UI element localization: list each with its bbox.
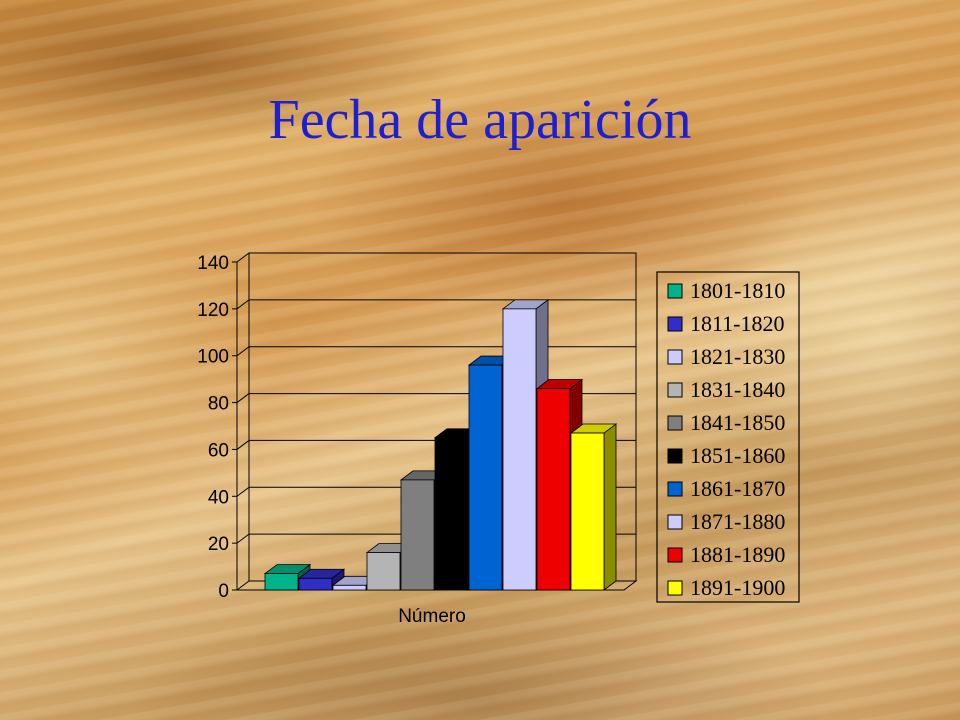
bar-side — [603, 423, 617, 591]
y-tick-label: 140 — [197, 253, 229, 274]
legend-label: 1841-1850 — [690, 410, 785, 435]
bar-front — [434, 437, 469, 591]
legend-swatch — [667, 415, 683, 431]
gridline-side — [236, 299, 250, 310]
bar-front — [536, 388, 571, 591]
legend-label: 1821-1830 — [690, 344, 785, 369]
bar-front — [570, 432, 605, 591]
bar-front — [298, 577, 333, 591]
y-tick-label: 100 — [197, 347, 229, 368]
legend-box — [656, 271, 800, 603]
bar-front — [366, 552, 401, 591]
bar-front — [264, 573, 299, 591]
legend-swatch — [667, 580, 683, 596]
legend-label: 1881-1890 — [690, 542, 785, 567]
bar-1891-1900 — [569, 423, 618, 591]
bar-front — [400, 479, 435, 591]
legend-swatch — [667, 481, 683, 497]
y-tick-label: 80 — [208, 394, 229, 415]
legend-swatch — [667, 514, 683, 530]
x-axis-label: Número — [398, 606, 466, 627]
legend-label: 1891-1900 — [690, 575, 785, 600]
bar-front — [468, 364, 503, 591]
y-tick-label: 20 — [208, 534, 229, 555]
legend-swatch — [667, 448, 683, 464]
legend-label: 1811-1820 — [690, 311, 785, 336]
legend-swatch — [667, 316, 683, 332]
gridline-side — [236, 346, 250, 357]
legend-label: 1871-1880 — [690, 509, 785, 534]
y-tick-label: 60 — [208, 440, 229, 461]
legend-swatch — [667, 349, 683, 365]
gridline-side — [236, 393, 250, 403]
legend-swatch — [667, 382, 683, 398]
slide-title: Fecha de aparición — [268, 89, 692, 151]
y-tick-label: 0 — [218, 581, 229, 602]
legend-label: 1801-1810 — [690, 278, 785, 303]
gridline-side — [236, 533, 250, 544]
legend-swatch — [667, 547, 683, 563]
y-tick-label: 120 — [197, 300, 229, 321]
bar-front — [332, 584, 367, 591]
legend-label: 1861-1870 — [690, 476, 785, 501]
legend-label: 1831-1840 — [690, 377, 785, 402]
gridline-side — [236, 486, 250, 497]
legend-swatch — [667, 283, 683, 299]
legend-label: 1851-1860 — [690, 443, 785, 468]
gridline-side — [236, 252, 250, 263]
y-tick-label: 40 — [208, 487, 229, 508]
gridline-side — [236, 440, 250, 450]
bar-front — [502, 308, 537, 591]
